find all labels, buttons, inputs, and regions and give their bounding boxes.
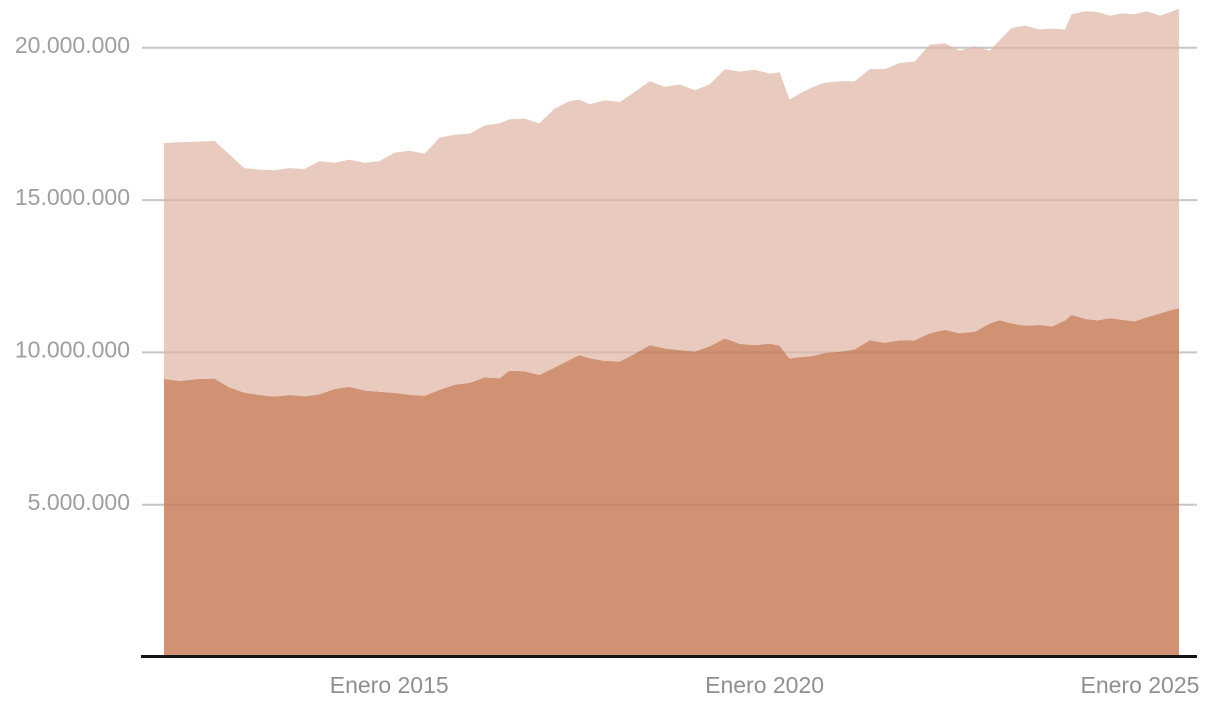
y-axis-label: 20.000.000 (15, 32, 130, 58)
y-axis-label: 5.000.000 (28, 489, 130, 515)
area-series-upper (164, 8, 1179, 397)
x-axis-label: Enero 2025 (1080, 672, 1199, 698)
y-axis-label: 15.000.000 (15, 184, 130, 210)
y-axis-label: 10.000.000 (15, 336, 130, 362)
x-axis-label: Enero 2015 (330, 672, 449, 698)
area-series-lower (164, 308, 1179, 657)
x-axis-label: Enero 2020 (705, 672, 824, 698)
